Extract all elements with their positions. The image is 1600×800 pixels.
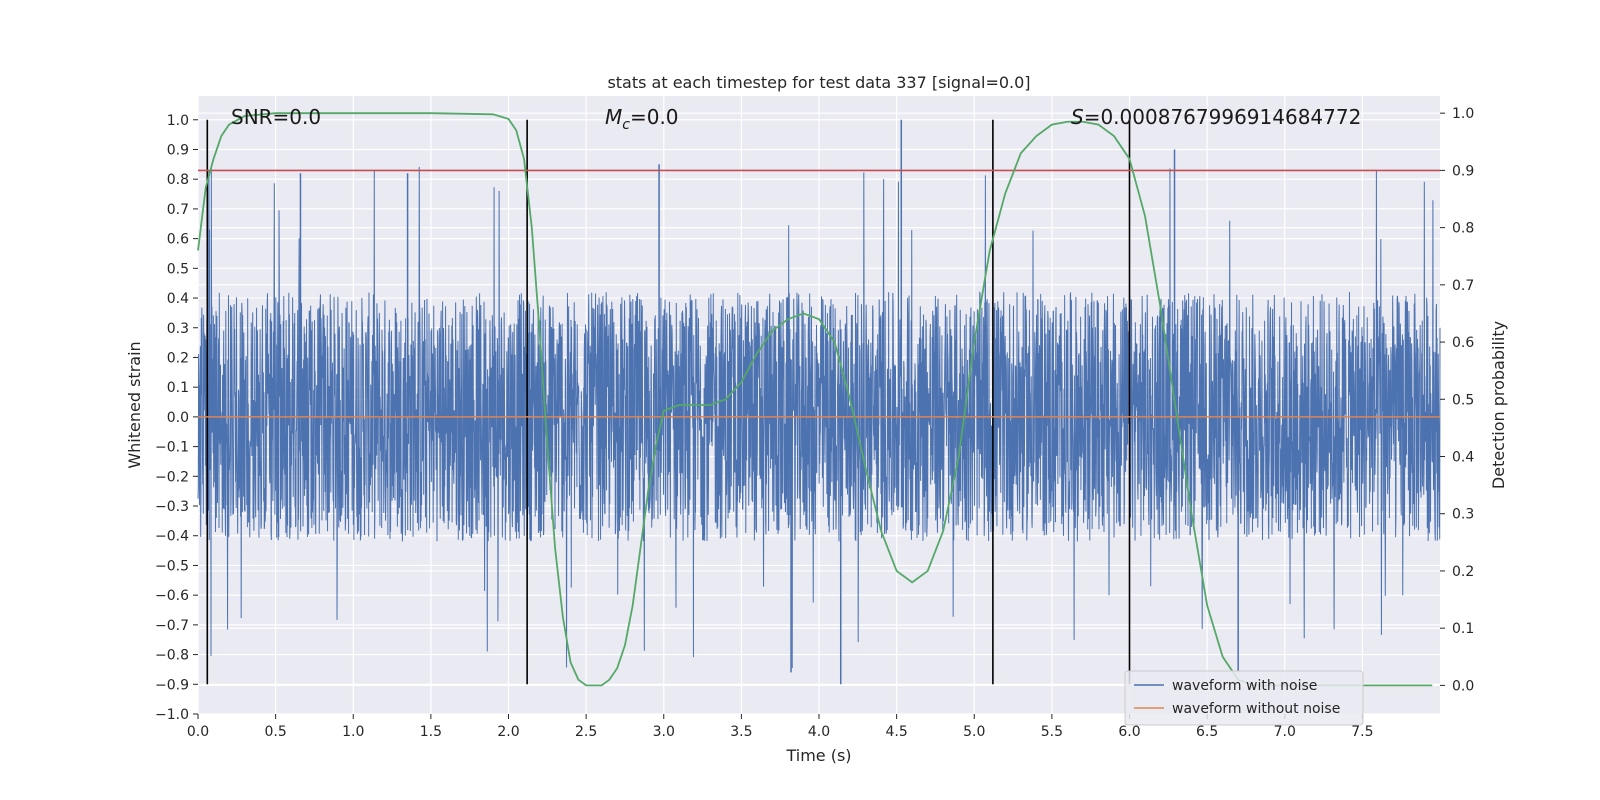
chirp-mass-annotation: Mc=0.0	[605, 105, 679, 133]
y-left-tick-label: −0.1	[155, 440, 189, 456]
legend: waveform with noise waveform without noi…	[1124, 670, 1364, 726]
y-right-tick-label: 0.8	[1452, 221, 1474, 237]
chart-title: stats at each timestep for test data 337…	[607, 73, 1030, 92]
x-tick-label: 0.5	[264, 724, 286, 740]
snr-annotation: SNR=0.0	[231, 105, 321, 129]
series-detection-probability	[197, 112, 1433, 687]
x-tick-label: 4.5	[885, 724, 907, 740]
chirp-mass-value: =0.0	[630, 105, 679, 129]
y-left-tick-label: 1.0	[167, 113, 189, 129]
y-right-tick-label: 1.0	[1452, 106, 1474, 122]
x-tick-label: 6.0	[1118, 724, 1140, 740]
y-left-tick-label: −0.5	[155, 558, 189, 574]
y-left-tick-label: 0.6	[167, 232, 189, 248]
legend-label-noise: waveform with noise	[1172, 678, 1317, 694]
x-tick-label: 7.0	[1274, 724, 1296, 740]
x-tick-label: 6.5	[1196, 724, 1218, 740]
y-right-tick-label: 0.3	[1452, 507, 1474, 523]
s-annotation: S=0.0008767996914684772	[1071, 105, 1361, 129]
x-tick-label: 2.5	[575, 724, 597, 740]
y-left-tick-label: 0.4	[167, 291, 189, 307]
y-left-tick-label: 0.1	[167, 380, 189, 396]
x-tick-label: 5.0	[963, 724, 985, 740]
vertical-markers	[206, 119, 1131, 685]
y-right-tick-label: 0.4	[1452, 450, 1474, 466]
x-axis-label: Time (s)	[785, 746, 851, 765]
probability-trace	[197, 112, 1433, 687]
s-value: =0.0008767996914684772	[1084, 105, 1362, 129]
noise-trace	[197, 165, 1441, 669]
y-left-tick-label: 0.3	[167, 321, 189, 337]
y-left-tick-label: −0.3	[155, 499, 189, 515]
y-left-tick-label: −0.9	[155, 677, 189, 693]
y-left-tick-label: 0.5	[167, 261, 189, 277]
x-tick-label: 3.5	[730, 724, 752, 740]
y-left-tick-label: 0.8	[167, 172, 189, 188]
x-tick-label: 1.0	[342, 724, 364, 740]
y-axis-right-label: Detection probability	[1489, 321, 1508, 489]
legend-box	[1124, 670, 1364, 726]
y-right-tick-label: 0.9	[1452, 163, 1474, 179]
x-tick-label: 1.5	[420, 724, 442, 740]
chirp-mass-symbol: M	[605, 105, 622, 129]
x-tick-label: 4.0	[808, 724, 830, 740]
y-left-tick-label: −1.0	[155, 707, 189, 723]
series-waveform-with-noise	[197, 119, 1441, 685]
x-axis-ticks: 0.0 0.5 1.0 1.5 2.0 2.5 3.0 3.5 4.0 4.5 5.0 5.5 6.0 6…	[187, 714, 1374, 740]
y-axis-left-ticks: −1.0 −0.9 −0.8 −0.7 −0.6 −0.5 −0.4 −0.3 −0.2 −0.1…	[155, 113, 198, 723]
y-left-tick-label: −0.2	[155, 469, 189, 485]
y-right-tick-label: 0.2	[1452, 564, 1474, 580]
y-right-tick-label: 0.6	[1452, 335, 1474, 351]
y-left-tick-label: 0.0	[167, 410, 189, 426]
x-tick-label: 2.0	[497, 724, 519, 740]
chirp-mass-subscript: c	[622, 117, 630, 133]
x-tick-label: 5.5	[1041, 724, 1063, 740]
y-right-tick-label: 0.1	[1452, 621, 1474, 637]
legend-label-clean: waveform without noise	[1172, 701, 1340, 717]
s-symbol: S	[1071, 105, 1084, 129]
y-right-tick-label: 0.7	[1452, 278, 1474, 294]
y-left-tick-label: 0.7	[167, 202, 189, 218]
y-left-tick-label: −0.4	[155, 529, 189, 545]
y-left-tick-label: −0.8	[155, 648, 189, 664]
y-right-tick-label: 0.5	[1452, 392, 1474, 408]
x-tick-label: 0.0	[187, 724, 209, 740]
y-axis-right-ticks: 0.0 0.1 0.2 0.3 0.4 0.5 0.6 0.7 0.8 0.9 1.0	[1440, 106, 1474, 694]
y-left-tick-label: 0.2	[167, 350, 189, 366]
x-tick-label: 3.0	[653, 724, 675, 740]
y-left-tick-label: −0.6	[155, 588, 189, 604]
y-right-tick-label: 0.0	[1452, 678, 1474, 694]
x-tick-label: 7.5	[1351, 724, 1373, 740]
y-left-tick-label: −0.7	[155, 618, 189, 634]
grid	[197, 96, 1440, 715]
y-left-tick-label: 0.9	[167, 142, 189, 158]
y-axis-left-label: Whitened strain	[125, 341, 144, 468]
